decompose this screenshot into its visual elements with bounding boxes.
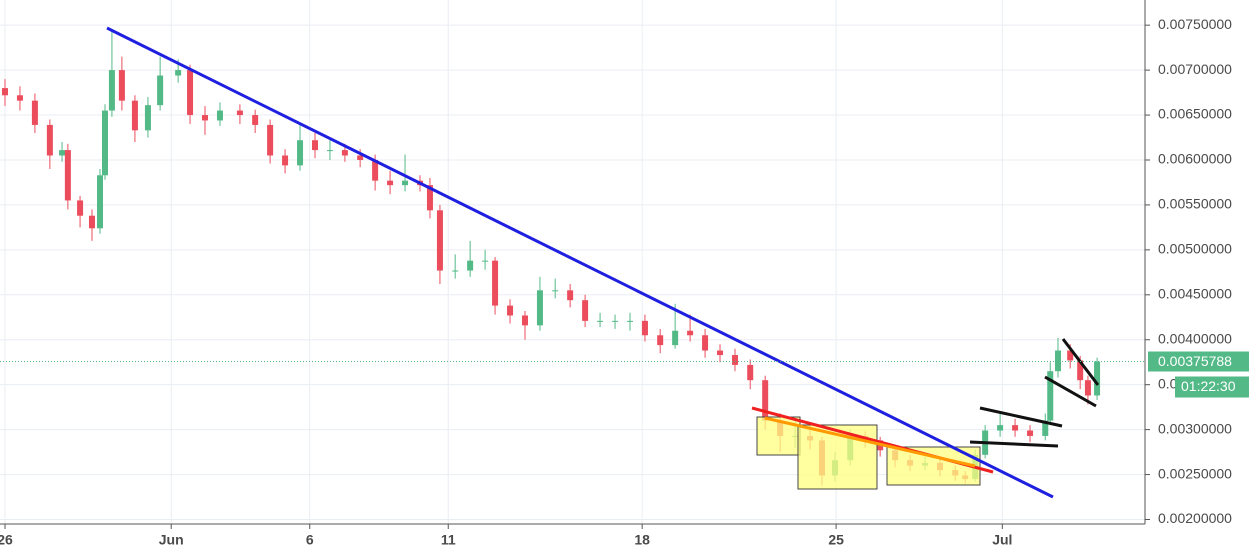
candle-body	[297, 140, 304, 166]
y-tick-label: 0.00400000	[1158, 330, 1232, 346]
y-tick-label: 0.00250000	[1158, 465, 1232, 481]
y-tick-label: 0.00550000	[1158, 196, 1232, 212]
highlight-box	[756, 416, 801, 456]
candle-body	[597, 320, 604, 322]
candle-body	[357, 155, 364, 160]
candle-body	[467, 260, 474, 271]
candle-body	[157, 75, 164, 106]
y-tick-label: 0.00500000	[1158, 241, 1232, 257]
price-label-box	[1148, 351, 1249, 372]
grid	[0, 0, 1145, 524]
candle-body	[402, 180, 409, 186]
candle-body	[387, 180, 394, 186]
candle-body	[1067, 350, 1074, 361]
x-tick-label: Jul	[992, 532, 1012, 548]
candle-body	[144, 105, 151, 131]
trend-line	[106, 26, 1054, 499]
candle-body	[175, 70, 182, 76]
pennant-line	[969, 440, 1059, 448]
candle-body	[1042, 420, 1049, 436]
countdown-label: 01:22:30	[1181, 378, 1236, 394]
y-tick-label: 0.00200000	[1158, 510, 1232, 526]
drawings	[106, 26, 1100, 499]
candle-body	[1077, 360, 1084, 381]
candle-body	[77, 200, 84, 216]
candle-body	[492, 260, 499, 306]
pennant-line	[979, 406, 1063, 428]
candle-body	[88, 215, 95, 229]
candle-body	[252, 115, 259, 125]
candle-body	[521, 315, 528, 326]
candle-body	[552, 290, 559, 292]
candle-body	[341, 150, 348, 156]
candle-body	[672, 330, 679, 346]
candle-body	[436, 210, 443, 271]
channel-line	[764, 416, 976, 468]
candle-body	[59, 150, 66, 156]
candle-body	[131, 100, 138, 131]
candle-body	[567, 290, 574, 301]
candle-body	[1012, 425, 1019, 431]
candle-body	[641, 320, 648, 336]
candle-body	[46, 124, 53, 156]
candle-body	[202, 115, 209, 121]
candle-body	[1047, 371, 1054, 421]
candle-body	[31, 100, 38, 125]
y-tick-label: 0.00300000	[1158, 420, 1232, 436]
y-tick-label: 0.00650000	[1158, 106, 1232, 122]
candle-body	[997, 425, 1004, 431]
candle-body	[236, 110, 243, 116]
candle-body	[657, 335, 664, 346]
candle-body	[101, 110, 108, 176]
candle-body	[507, 305, 514, 316]
y-tick-label: 0.00450000	[1158, 286, 1232, 302]
candle-body	[717, 350, 724, 356]
candle-body	[687, 330, 694, 336]
candle-body	[762, 380, 769, 421]
candle-body	[326, 150, 333, 152]
candle-body	[311, 140, 318, 151]
candle-body	[747, 364, 754, 381]
candle-body	[1, 88, 8, 96]
candle-body	[1084, 380, 1091, 396]
y-tick-label: 0.00600000	[1158, 151, 1232, 167]
flag-line	[1044, 375, 1097, 408]
candle-body	[372, 159, 379, 181]
price-label: 0.00375788	[1158, 353, 1232, 369]
candle-body	[452, 270, 459, 272]
x-tick-label: 11	[441, 532, 456, 548]
x-tick-label: 6	[306, 532, 314, 548]
candle-body	[731, 355, 738, 365]
candle-body	[626, 320, 633, 322]
axis-labels: 0.002000000.002500000.003000000.00350000…	[0, 16, 1249, 548]
candle-body	[482, 260, 489, 262]
candle-body	[64, 150, 71, 201]
candle-body	[216, 110, 223, 121]
y-tick-label: 0.00700000	[1158, 61, 1232, 77]
candle-body	[187, 70, 194, 116]
countdown-box	[1175, 376, 1249, 398]
candle-body	[1055, 350, 1062, 372]
candle-body	[426, 185, 433, 211]
candle-body	[582, 300, 589, 321]
candle-body	[282, 155, 289, 166]
x-tick-label: 26	[0, 532, 13, 548]
candle-body	[97, 175, 104, 229]
y-tick-label: 0.00750000	[1158, 16, 1232, 32]
candle-body	[702, 335, 709, 351]
candle-body	[612, 320, 619, 322]
x-tick-label: Jun	[159, 532, 184, 548]
candle-body	[108, 70, 115, 111]
candle-body	[16, 95, 23, 101]
x-tick-label: 18	[634, 532, 650, 548]
candle-body	[267, 124, 274, 156]
candle-body	[118, 70, 125, 101]
candle-body	[1094, 361, 1101, 396]
candle-body	[536, 290, 543, 326]
candles	[1, 29, 1101, 486]
x-tick-label: 25	[828, 532, 844, 548]
candle-body	[1027, 430, 1034, 436]
